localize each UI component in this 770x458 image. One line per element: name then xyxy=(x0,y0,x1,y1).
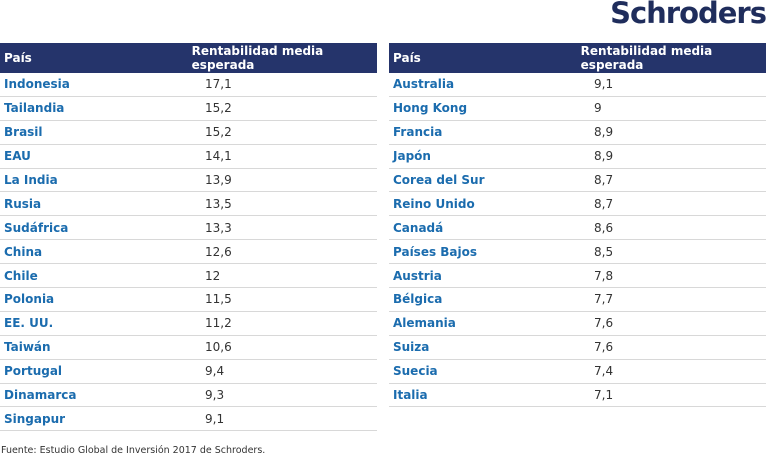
return-value: 7,6 xyxy=(594,340,614,355)
source-note: Fuente: Estudio Global de Inversión 2017… xyxy=(1,445,266,456)
table-row: EE. UU. 11,2 xyxy=(0,312,377,336)
table-row: Reino Unido 8,7 xyxy=(389,192,766,217)
return-value: 13,5 xyxy=(205,196,232,211)
return-value: 10,6 xyxy=(205,340,232,355)
country: Brasil xyxy=(4,125,43,140)
table-header: País Rentabilidad media esperada xyxy=(389,43,766,73)
country: Sudáfrica xyxy=(4,220,69,235)
table-row: Hong Kong 9 xyxy=(389,97,766,121)
country: Suecia xyxy=(393,364,438,379)
table-row: Singapur 9,1 xyxy=(0,407,377,432)
column-header: País xyxy=(4,51,32,65)
country: Austria xyxy=(393,268,442,283)
column-header: Rentabilidad media esperada xyxy=(191,44,324,72)
table-row: EAU 14,1 xyxy=(0,145,377,169)
country: Reino Unido xyxy=(393,196,475,211)
column-header: País xyxy=(393,51,421,65)
table-row: China 12,6 xyxy=(0,240,377,265)
return-value: 8,9 xyxy=(594,125,614,140)
country: Japón xyxy=(393,149,431,164)
table-row: Italia 7,1 xyxy=(389,384,766,408)
table-row: Australia 9,1 xyxy=(389,73,766,97)
table-row: Japón 8,9 xyxy=(389,145,766,169)
return-value: 13,3 xyxy=(205,220,232,235)
country: EAU xyxy=(4,149,31,164)
country: Dinamarca xyxy=(4,388,77,403)
return-value: 8,7 xyxy=(594,173,614,187)
return-value: 12,6 xyxy=(205,244,232,259)
table: País Rentabilidad media esperada Australia… xyxy=(389,43,766,408)
country: Bélgica xyxy=(393,292,443,307)
logo: Schroders xyxy=(610,0,767,30)
country: Países Bajos xyxy=(393,244,478,259)
return-value: 7,1 xyxy=(594,388,614,403)
return-value: 13,9 xyxy=(205,173,232,187)
table-row: Países Bajos 8,5 xyxy=(389,240,766,265)
country: Singapur xyxy=(4,411,66,426)
return-value: 8,7 xyxy=(594,196,614,211)
return-value: 9,1 xyxy=(205,411,225,426)
table-row: Suecia 7,4 xyxy=(389,360,766,384)
table-row: Brasil 15,2 xyxy=(0,121,377,145)
table-row: Rusia 13,5 xyxy=(0,192,377,217)
return-value: 12 xyxy=(205,268,221,283)
table-row: Chile 12 xyxy=(0,264,377,289)
table-row: La India 13,9 xyxy=(0,169,377,193)
table-row: Bélgica 7,7 xyxy=(389,288,766,312)
table-header: País Rentabilidad media esperada xyxy=(0,43,377,73)
return-value: 7,8 xyxy=(594,268,614,283)
country: Alemania xyxy=(393,316,456,331)
return-value: 8,6 xyxy=(594,220,614,235)
country: Indonesia xyxy=(4,77,70,92)
return-value: 11,2 xyxy=(205,316,232,331)
country: EE. UU. xyxy=(4,316,54,331)
country: Suiza xyxy=(393,340,430,355)
table-row: Canadá 8,6 xyxy=(389,216,766,241)
return-value: 8,9 xyxy=(594,149,614,164)
table: País Rentabilidad media esperada Indonesia… xyxy=(0,43,377,432)
return-value: 11,5 xyxy=(205,292,232,307)
country: Corea del Sur xyxy=(393,173,485,187)
country: China xyxy=(4,244,43,259)
table-row: Alemania 7,6 xyxy=(389,312,766,336)
country: Taiwán xyxy=(4,340,51,355)
table-row: Corea del Sur 8,7 xyxy=(389,169,766,193)
return-value: 7,6 xyxy=(594,316,614,331)
country: Hong Kong xyxy=(393,101,468,116)
country: Portugal xyxy=(4,364,63,379)
country: Italia xyxy=(393,388,428,403)
country: Rusia xyxy=(4,196,42,211)
return-value: 9 xyxy=(594,101,602,116)
table-row: Austria 7,8 xyxy=(389,264,766,289)
country: Francia xyxy=(393,125,443,140)
table-row: Dinamarca 9,3 xyxy=(0,384,377,408)
return-value: 9,4 xyxy=(205,364,225,379)
return-value: 15,2 xyxy=(205,125,232,140)
country: La India xyxy=(4,173,58,187)
table-row: Polonia 11,5 xyxy=(0,288,377,312)
table-row: Taiwán 10,6 xyxy=(0,336,377,360)
table-row: Francia 8,9 xyxy=(389,121,766,145)
table-row: Suiza 7,6 xyxy=(389,336,766,360)
return-value: 14,1 xyxy=(205,149,232,164)
table-row: Sudáfrica 13,3 xyxy=(0,216,377,241)
table-row: Indonesia 17,1 xyxy=(0,73,377,97)
country: Polonia xyxy=(4,292,55,307)
table-row: Tailandia 15,2 xyxy=(0,97,377,121)
country: Canadá xyxy=(393,220,444,235)
return-value: 7,4 xyxy=(594,364,614,379)
column-header: Rentabilidad media esperada xyxy=(580,44,713,72)
country: Chile xyxy=(4,268,38,283)
country: Tailandia xyxy=(4,101,65,116)
return-value: 9,1 xyxy=(594,77,614,92)
return-value: 17,1 xyxy=(205,77,232,92)
return-value: 15,2 xyxy=(205,101,232,116)
country: Australia xyxy=(393,77,455,92)
return-value: 7,7 xyxy=(594,292,614,307)
table-row: Portugal 9,4 xyxy=(0,360,377,384)
return-value: 8,5 xyxy=(594,244,614,259)
return-value: 9,3 xyxy=(205,388,225,403)
